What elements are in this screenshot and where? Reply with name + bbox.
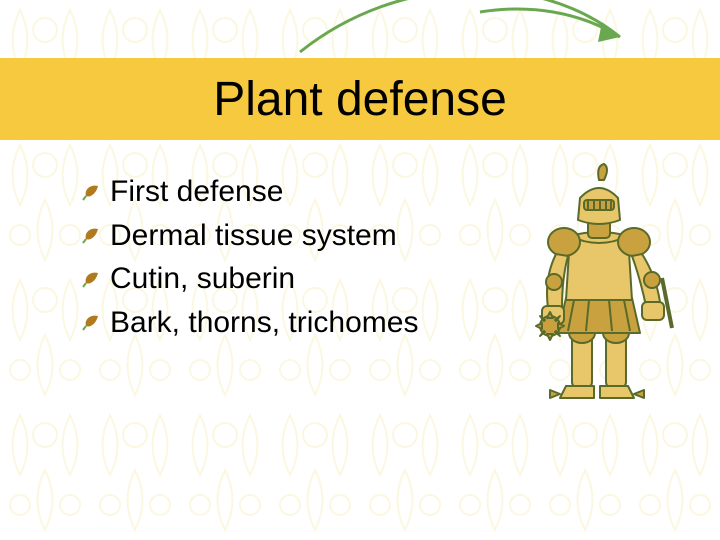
bullet-text: Bark, thorns, trichomes: [110, 301, 418, 345]
leaf-icon: [82, 269, 102, 289]
bullet-item: Cutin, suberin: [82, 257, 418, 301]
bullet-text: First defense: [110, 170, 283, 214]
slide-title: Plant defense: [213, 72, 507, 127]
bullet-text: Dermal tissue system: [110, 214, 397, 258]
bullet-text: Cutin, suberin: [110, 257, 295, 301]
bullet-item: First defense: [82, 170, 418, 214]
knight-illustration: [514, 158, 684, 428]
leaf-icon: [82, 312, 102, 332]
bullet-item: Dermal tissue system: [82, 214, 418, 258]
bullet-list: First defense Dermal tissue system Cutin…: [82, 170, 418, 344]
swoop-decoration: [280, 0, 640, 72]
leaf-icon: [82, 225, 102, 245]
leaf-icon: [82, 182, 102, 202]
bullet-item: Bark, thorns, trichomes: [82, 301, 418, 345]
